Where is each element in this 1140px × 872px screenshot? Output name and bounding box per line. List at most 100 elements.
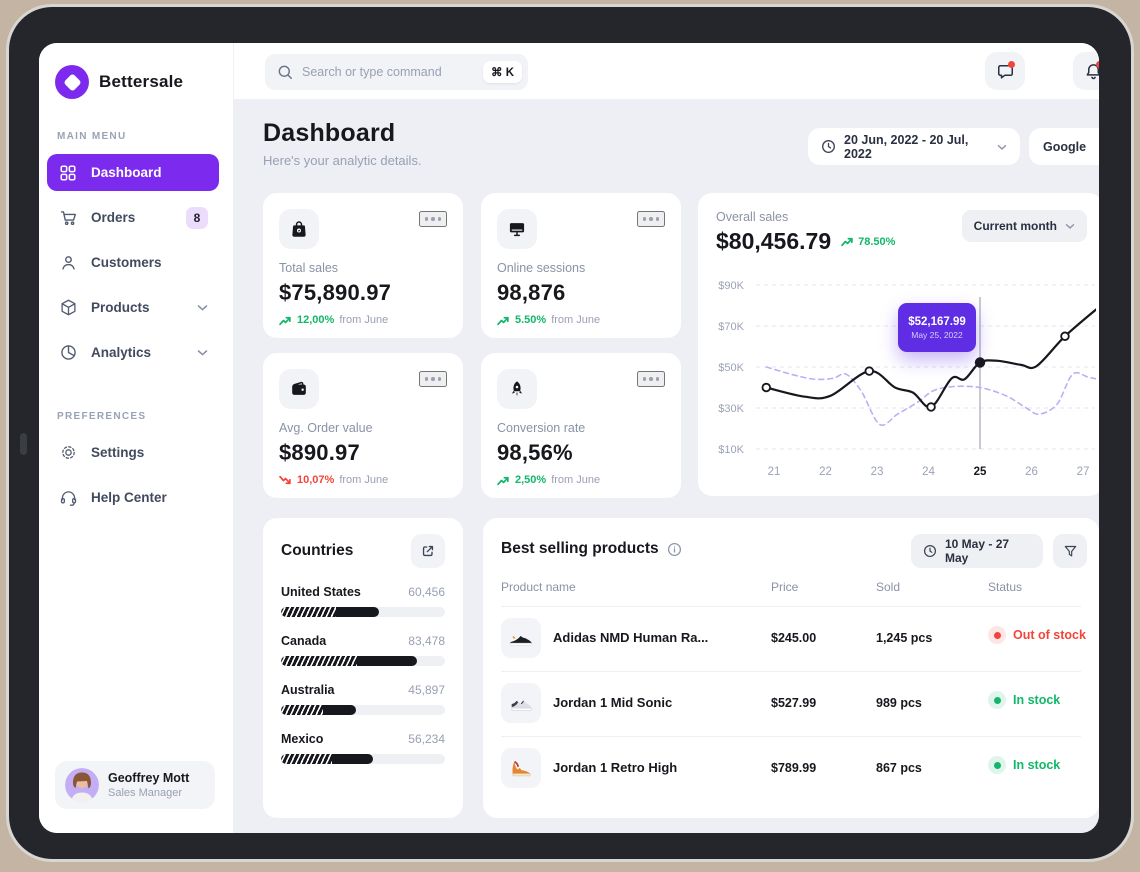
sidebar-item-label: Customers xyxy=(91,255,162,270)
status-text: In stock xyxy=(1013,758,1061,772)
country-name: Mexico xyxy=(281,732,324,746)
country-bar xyxy=(281,656,445,666)
stat-value: $890.97 xyxy=(279,440,360,465)
product-thumbnail xyxy=(501,683,541,723)
sidebar-item-dashboard[interactable]: Dashboard xyxy=(47,154,219,191)
trend-percent: 5.50% xyxy=(515,314,547,326)
svg-text:24: 24 xyxy=(922,466,935,478)
svg-text:23: 23 xyxy=(871,466,884,478)
main-menu-label: MAIN MENU xyxy=(57,131,127,142)
sidebar-item-settings[interactable]: Settings xyxy=(47,434,219,471)
avatar xyxy=(65,768,99,802)
country-name: Australia xyxy=(281,683,335,697)
card-menu-button[interactable] xyxy=(636,211,665,227)
svg-text:$10K: $10K xyxy=(718,444,744,456)
tooltip-date: May 25, 2022 xyxy=(911,329,963,340)
svg-text:21: 21 xyxy=(768,466,781,478)
cart-icon xyxy=(58,208,78,228)
divider xyxy=(501,671,1081,672)
user-name: Geoffrey Mott xyxy=(108,771,190,786)
product-name: Jordan 1 Mid Sonic xyxy=(553,695,673,710)
sidebar-item-label: Orders xyxy=(91,210,136,225)
sidebar-item-analytics[interactable]: Analytics xyxy=(47,334,219,371)
country-row: Mexico 56,234 xyxy=(281,732,445,764)
product-price: $527.99 xyxy=(771,696,817,710)
stat-value: 98,876 xyxy=(497,280,566,305)
brand[interactable]: Bettersale xyxy=(39,43,233,99)
products-date-range[interactable]: 10 May - 27 May xyxy=(911,534,1043,568)
trend-arrow-icon xyxy=(279,315,292,326)
countries-card: Countries United States 60,456 xyxy=(263,518,463,818)
search-input[interactable] xyxy=(302,65,483,79)
search-box[interactable]: ⌘ K xyxy=(265,54,528,90)
svg-text:22: 22 xyxy=(819,466,832,478)
status-text: In stock xyxy=(1013,693,1061,707)
overall-sales-value: $80,456.79 xyxy=(716,228,832,254)
wallet-icon xyxy=(279,369,319,409)
table-row[interactable]: Jordan 1 Retro High $789.99 867 pcs In s… xyxy=(483,736,1099,801)
user-profile[interactable]: Geoffrey Mott Sales Manager xyxy=(55,761,215,809)
svg-text:26: 26 xyxy=(1025,466,1038,478)
table-row[interactable]: Adidas NMD Human Ra... $245.00 1,245 pcs… xyxy=(483,606,1099,671)
overall-sales-chart: $90K $70K $50K $30K $10K 21 22 23 24 25 26 27 xyxy=(718,280,1099,478)
country-name: United States xyxy=(281,585,361,599)
divider xyxy=(501,736,1081,737)
notifications-button[interactable] xyxy=(1073,52,1099,90)
sidebar-item-help-center[interactable]: Help Center xyxy=(47,479,219,516)
country-value: 56,234 xyxy=(408,732,445,746)
chart-range-select[interactable]: Current month xyxy=(961,210,1087,242)
product-sold: 1,245 pcs xyxy=(876,631,933,645)
sidebar-item-label: Settings xyxy=(91,445,145,460)
country-bar xyxy=(281,607,445,617)
stat-trend: 12,00% from June xyxy=(279,314,447,326)
card-menu-button[interactable] xyxy=(418,371,447,387)
table-row[interactable]: Jordan 1 Mid Sonic $527.99 989 pcs In st… xyxy=(483,671,1099,736)
status-text: Out of stock xyxy=(1013,628,1086,642)
messages-button[interactable] xyxy=(985,52,1025,90)
tablet-frame: Bettersale MAIN MENU Dashboard Orders 8 xyxy=(6,4,1134,862)
trend-percent: 2,50% xyxy=(515,474,547,486)
chevron-down-icon xyxy=(197,345,208,360)
pie-icon xyxy=(58,343,78,363)
sidebar-item-label: Dashboard xyxy=(91,165,162,180)
filter-button[interactable] xyxy=(1053,534,1087,568)
country-row: United States 60,456 xyxy=(281,585,445,617)
source-select[interactable]: Google xyxy=(1029,128,1099,165)
info-icon[interactable] xyxy=(667,542,682,557)
sidebar-item-orders[interactable]: Orders 8 xyxy=(47,199,219,236)
product-thumbnail xyxy=(501,618,541,658)
card-menu-button[interactable] xyxy=(636,371,665,387)
trend-arrow-icon xyxy=(841,236,854,247)
orders-badge: 8 xyxy=(186,206,208,229)
column-header-product-name: Product name xyxy=(501,580,576,594)
stat-label: Avg. Order value xyxy=(279,421,373,435)
trend-arrow-icon xyxy=(497,315,510,326)
svg-text:27: 27 xyxy=(1077,466,1090,478)
trend-percent: 12,00% xyxy=(297,314,335,326)
search-icon xyxy=(277,64,293,80)
stat-value: 98,56% xyxy=(497,440,573,465)
stat-card-total-sales: Total sales $75,890.97 12,00% from June xyxy=(263,193,463,338)
filter-icon xyxy=(1064,545,1076,556)
sidebar-item-customers[interactable]: Customers xyxy=(47,244,219,281)
date-range-picker[interactable]: 20 Jun, 2022 - 20 Jul, 2022 xyxy=(808,128,1020,165)
product-thumbnail xyxy=(501,748,541,788)
stat-card-conversion-rate: Conversion rate 98,56% 2,50% from June xyxy=(481,353,681,498)
overall-sales-change: 78.50% xyxy=(841,236,895,248)
product-sold: 989 pcs xyxy=(876,696,922,710)
overall-sales-label: Overall sales xyxy=(716,210,789,224)
chart-tooltip: $52,167.99 May 25, 2022 xyxy=(898,303,976,352)
sidebar-item-products[interactable]: Products xyxy=(47,289,219,326)
notification-dot xyxy=(1096,61,1099,68)
tooltip-value: $52,167.99 xyxy=(908,315,966,328)
source-value: Google xyxy=(1043,139,1087,154)
page-title: Dashboard xyxy=(263,119,396,147)
card-menu-button[interactable] xyxy=(418,211,447,227)
status-badge: Out of stock xyxy=(988,626,1086,644)
brand-logo-icon xyxy=(55,65,89,99)
country-name: Canada xyxy=(281,634,327,648)
stat-card-online-sessions: Online sessions 98,876 5.50% from June xyxy=(481,193,681,338)
rocket-icon xyxy=(497,369,537,409)
chevron-down-icon xyxy=(997,140,1007,154)
open-external-button[interactable] xyxy=(411,534,445,568)
